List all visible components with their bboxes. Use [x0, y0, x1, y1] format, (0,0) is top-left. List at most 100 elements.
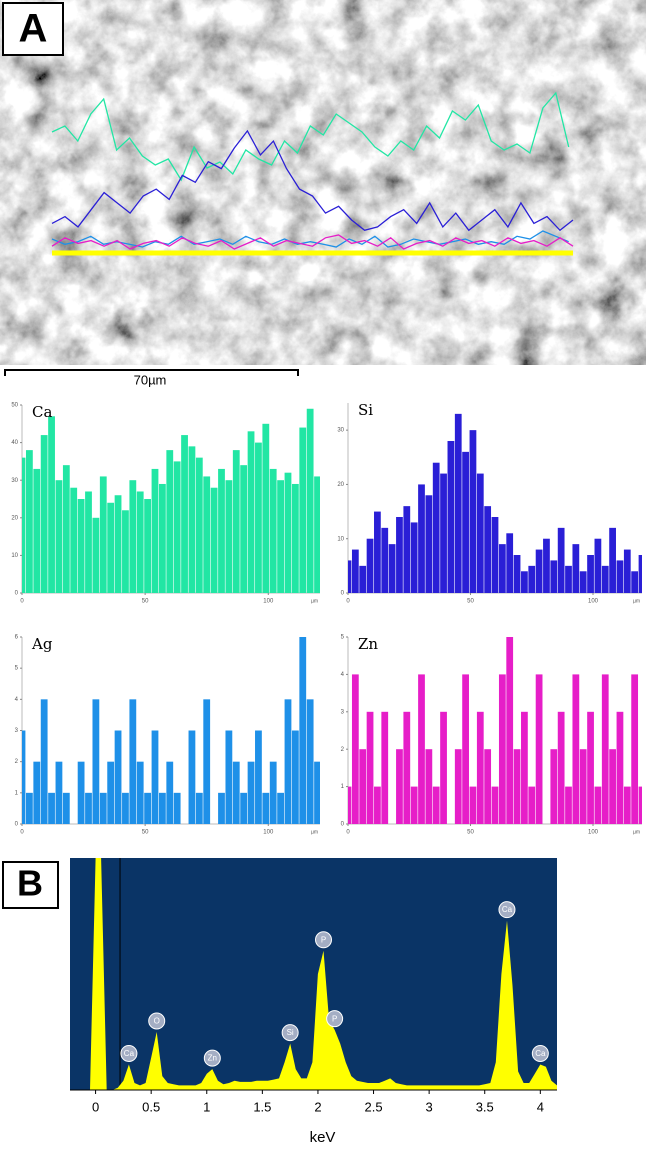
- bar: [594, 538, 602, 593]
- bar: [432, 786, 440, 824]
- bar: [136, 761, 144, 824]
- bar: [158, 483, 166, 593]
- bar: [277, 792, 284, 824]
- bar: [203, 476, 211, 593]
- y-tick-label: 0: [341, 591, 345, 597]
- bar: [77, 761, 85, 824]
- bar: [609, 527, 616, 593]
- bar: [240, 465, 248, 593]
- bar: [348, 786, 352, 824]
- bar: [447, 441, 455, 593]
- bar: [240, 792, 248, 824]
- bar: [418, 484, 425, 593]
- bar: [173, 461, 181, 593]
- bar: [40, 699, 48, 824]
- bar: [623, 549, 631, 593]
- y-tick-label: 40: [11, 440, 18, 446]
- panel-title: Ca: [32, 403, 52, 421]
- bar: [631, 674, 639, 824]
- x-tick-label: 100: [263, 599, 274, 605]
- bar: [299, 427, 307, 593]
- x-axis-unit: µm: [311, 829, 318, 835]
- x-tick-label: 100: [588, 599, 599, 605]
- panel-label: A: [19, 7, 48, 51]
- bar: [299, 637, 307, 824]
- bar: [425, 749, 433, 824]
- bar: [462, 674, 469, 824]
- bar: [440, 711, 447, 824]
- y-tick-label: 10: [11, 553, 18, 559]
- bar: [476, 711, 484, 824]
- bar: [181, 435, 188, 593]
- peak-marker: [498, 901, 516, 919]
- bar: [440, 473, 447, 593]
- bar: [513, 749, 521, 824]
- bar: [565, 786, 572, 824]
- bar: [359, 565, 367, 593]
- peak-marker: [203, 1049, 221, 1067]
- panel-title: Zn: [358, 635, 378, 653]
- sem-image: [0, 0, 646, 365]
- bar: [314, 476, 320, 593]
- x-tick-label: 3: [426, 1099, 433, 1114]
- bar: [195, 457, 203, 593]
- x-tick-label: 0: [346, 830, 350, 836]
- x-tick-label: 50: [467, 830, 474, 836]
- peak-marker: [281, 1024, 299, 1042]
- bar: [543, 538, 550, 593]
- bar: [114, 495, 122, 593]
- x-tick-label: 0: [92, 1099, 99, 1114]
- bar: [506, 637, 514, 824]
- bar: [173, 792, 181, 824]
- bar: [498, 674, 506, 824]
- bar: [513, 555, 521, 593]
- x-tick-label: 0: [346, 599, 350, 605]
- x-tick-label: 2: [314, 1099, 321, 1114]
- bar: [306, 408, 314, 593]
- y-tick-label: 30: [337, 428, 344, 434]
- bar: [255, 730, 262, 824]
- scan-trace: [51, 91, 570, 182]
- bar: [314, 761, 320, 824]
- spectrum: [73, 858, 557, 1090]
- bar: [469, 430, 477, 593]
- x-axis-unit: µm: [633, 598, 640, 604]
- bar: [306, 699, 314, 824]
- y-tick-label: 6: [15, 635, 19, 641]
- scan-trace: [51, 234, 574, 250]
- bar: [247, 431, 255, 593]
- y-tick-label: 4: [15, 697, 19, 703]
- peak-label: O: [154, 1017, 160, 1026]
- bar: [62, 465, 70, 593]
- bar: [351, 549, 359, 593]
- bar: [129, 480, 137, 593]
- bar: [425, 495, 433, 593]
- bar: [462, 451, 469, 593]
- bar: [277, 480, 284, 593]
- panel-title: Si: [358, 401, 373, 419]
- bar: [351, 674, 359, 824]
- x-axis-unit: µm: [311, 598, 318, 604]
- y-tick-label: 0: [15, 591, 19, 597]
- x-tick-label: 0: [20, 599, 24, 605]
- peak-label: P: [321, 935, 326, 944]
- x-axis-label: keV: [310, 1129, 336, 1146]
- scale-bar: [4, 369, 299, 376]
- bar: [638, 786, 642, 824]
- bar: [129, 699, 137, 824]
- bar: [40, 435, 48, 593]
- bar: [418, 674, 425, 824]
- bar: [550, 749, 558, 824]
- bar: [25, 450, 33, 593]
- bar: [403, 711, 411, 824]
- x-tick-label: 4: [537, 1099, 544, 1114]
- bar: [432, 462, 440, 593]
- bar: [284, 472, 292, 593]
- bar: [158, 792, 166, 824]
- bar: [484, 506, 492, 593]
- bar: [521, 571, 528, 593]
- bar: [203, 699, 211, 824]
- peak-label: Ca: [502, 905, 513, 914]
- x-tick-label: 0: [20, 830, 24, 836]
- bar: [557, 711, 565, 824]
